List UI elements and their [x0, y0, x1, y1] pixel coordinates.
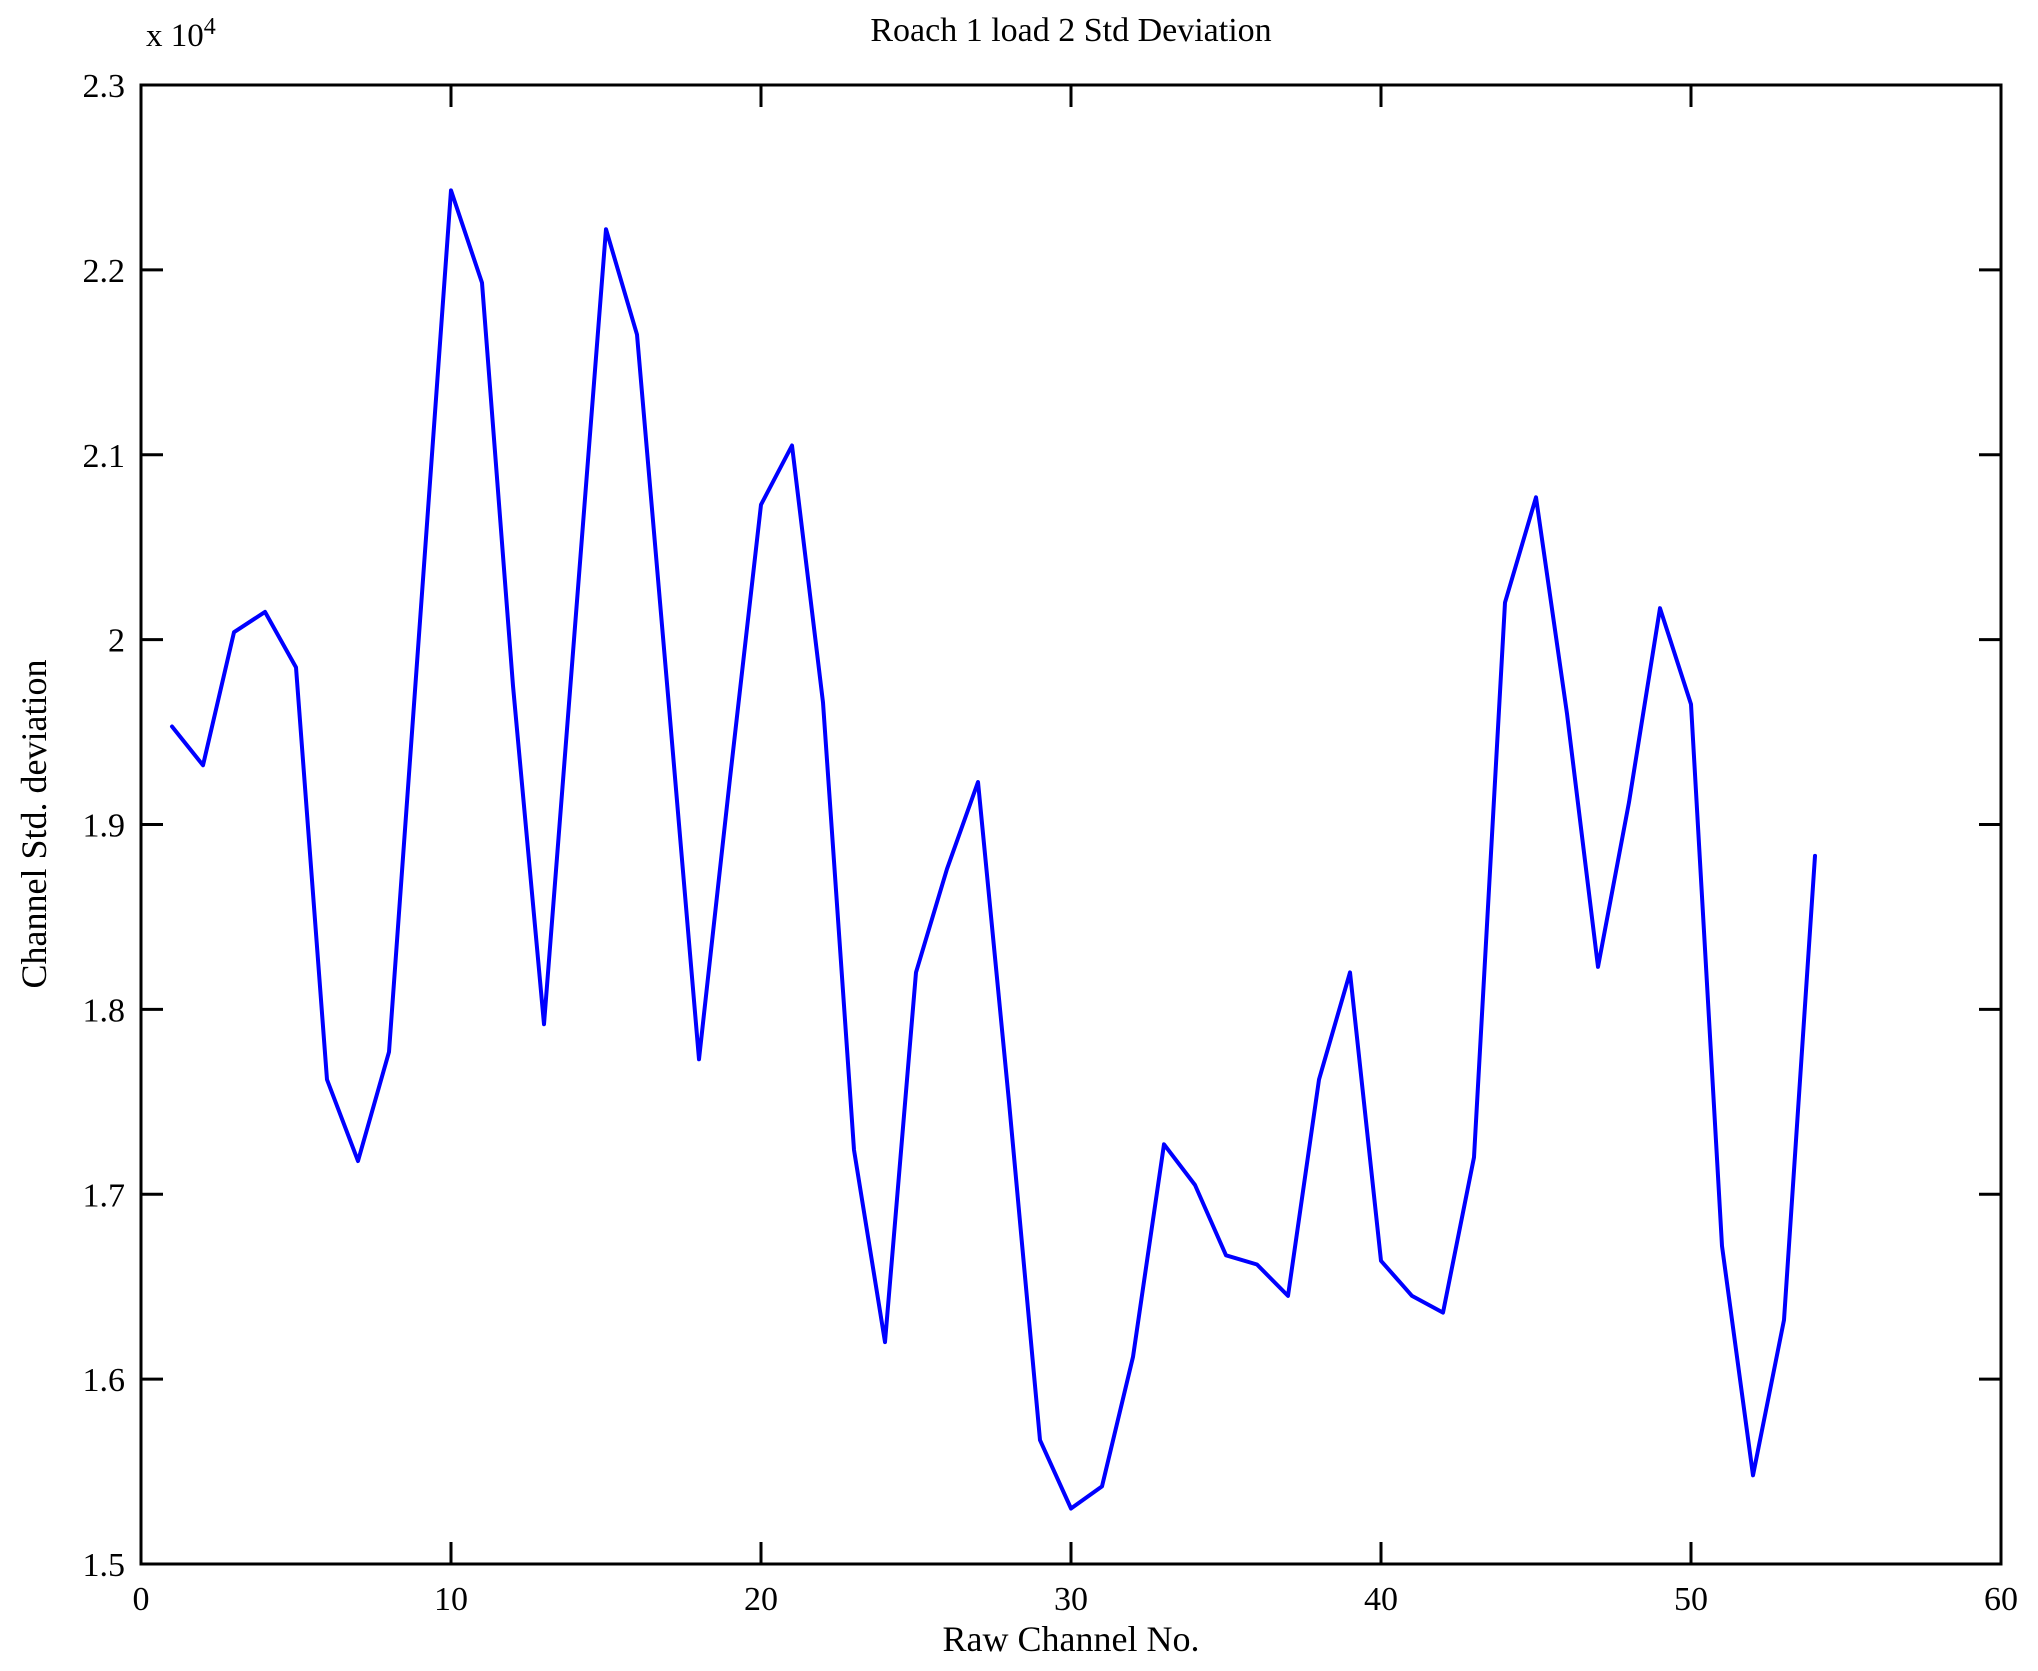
y-tick-label: 2.2	[83, 253, 126, 290]
x-tick-label: 30	[1054, 1581, 1088, 1618]
y-tick-label: 1.7	[83, 1177, 126, 1214]
exponent-power: 4	[203, 14, 216, 40]
axis-tick-labels: 0 10 20 30 40 50 60 1.5 1.6 1.7 1.8 1.9 2 2.1 2.2 2.3	[83, 68, 2019, 1618]
x-tick-label: 50	[1674, 1581, 1708, 1618]
chart-title: Roach 1 load 2 Std Deviation	[870, 12, 1272, 49]
series-line	[170, 188, 1817, 1511]
y-tick-label: 2.1	[83, 438, 126, 475]
x-axis-label: Raw Channel No.	[942, 1619, 1200, 1659]
axis-ticks	[139, 83, 2003, 1566]
y-tick-label: 2	[108, 623, 125, 660]
y-tick-label: 2.3	[83, 68, 126, 105]
x-tick-label: 40	[1364, 1581, 1398, 1618]
exponent-base: x 10	[146, 18, 204, 54]
y-tick-label: 1.6	[83, 1362, 126, 1399]
x-tick-label: 10	[434, 1581, 468, 1618]
y-axis-label: Channel Std. deviation	[14, 659, 54, 989]
x-tick-label: 0	[133, 1581, 150, 1618]
y-tick-label: 1.8	[83, 992, 126, 1029]
plot-border	[139, 83, 2003, 1566]
x-tick-label: 20	[744, 1581, 778, 1618]
y-axis-exponent: x 104	[146, 14, 216, 55]
y-tick-label: 1.5	[83, 1547, 126, 1584]
x-tick-label: 60	[1984, 1581, 2018, 1618]
y-tick-label: 1.9	[83, 808, 126, 845]
